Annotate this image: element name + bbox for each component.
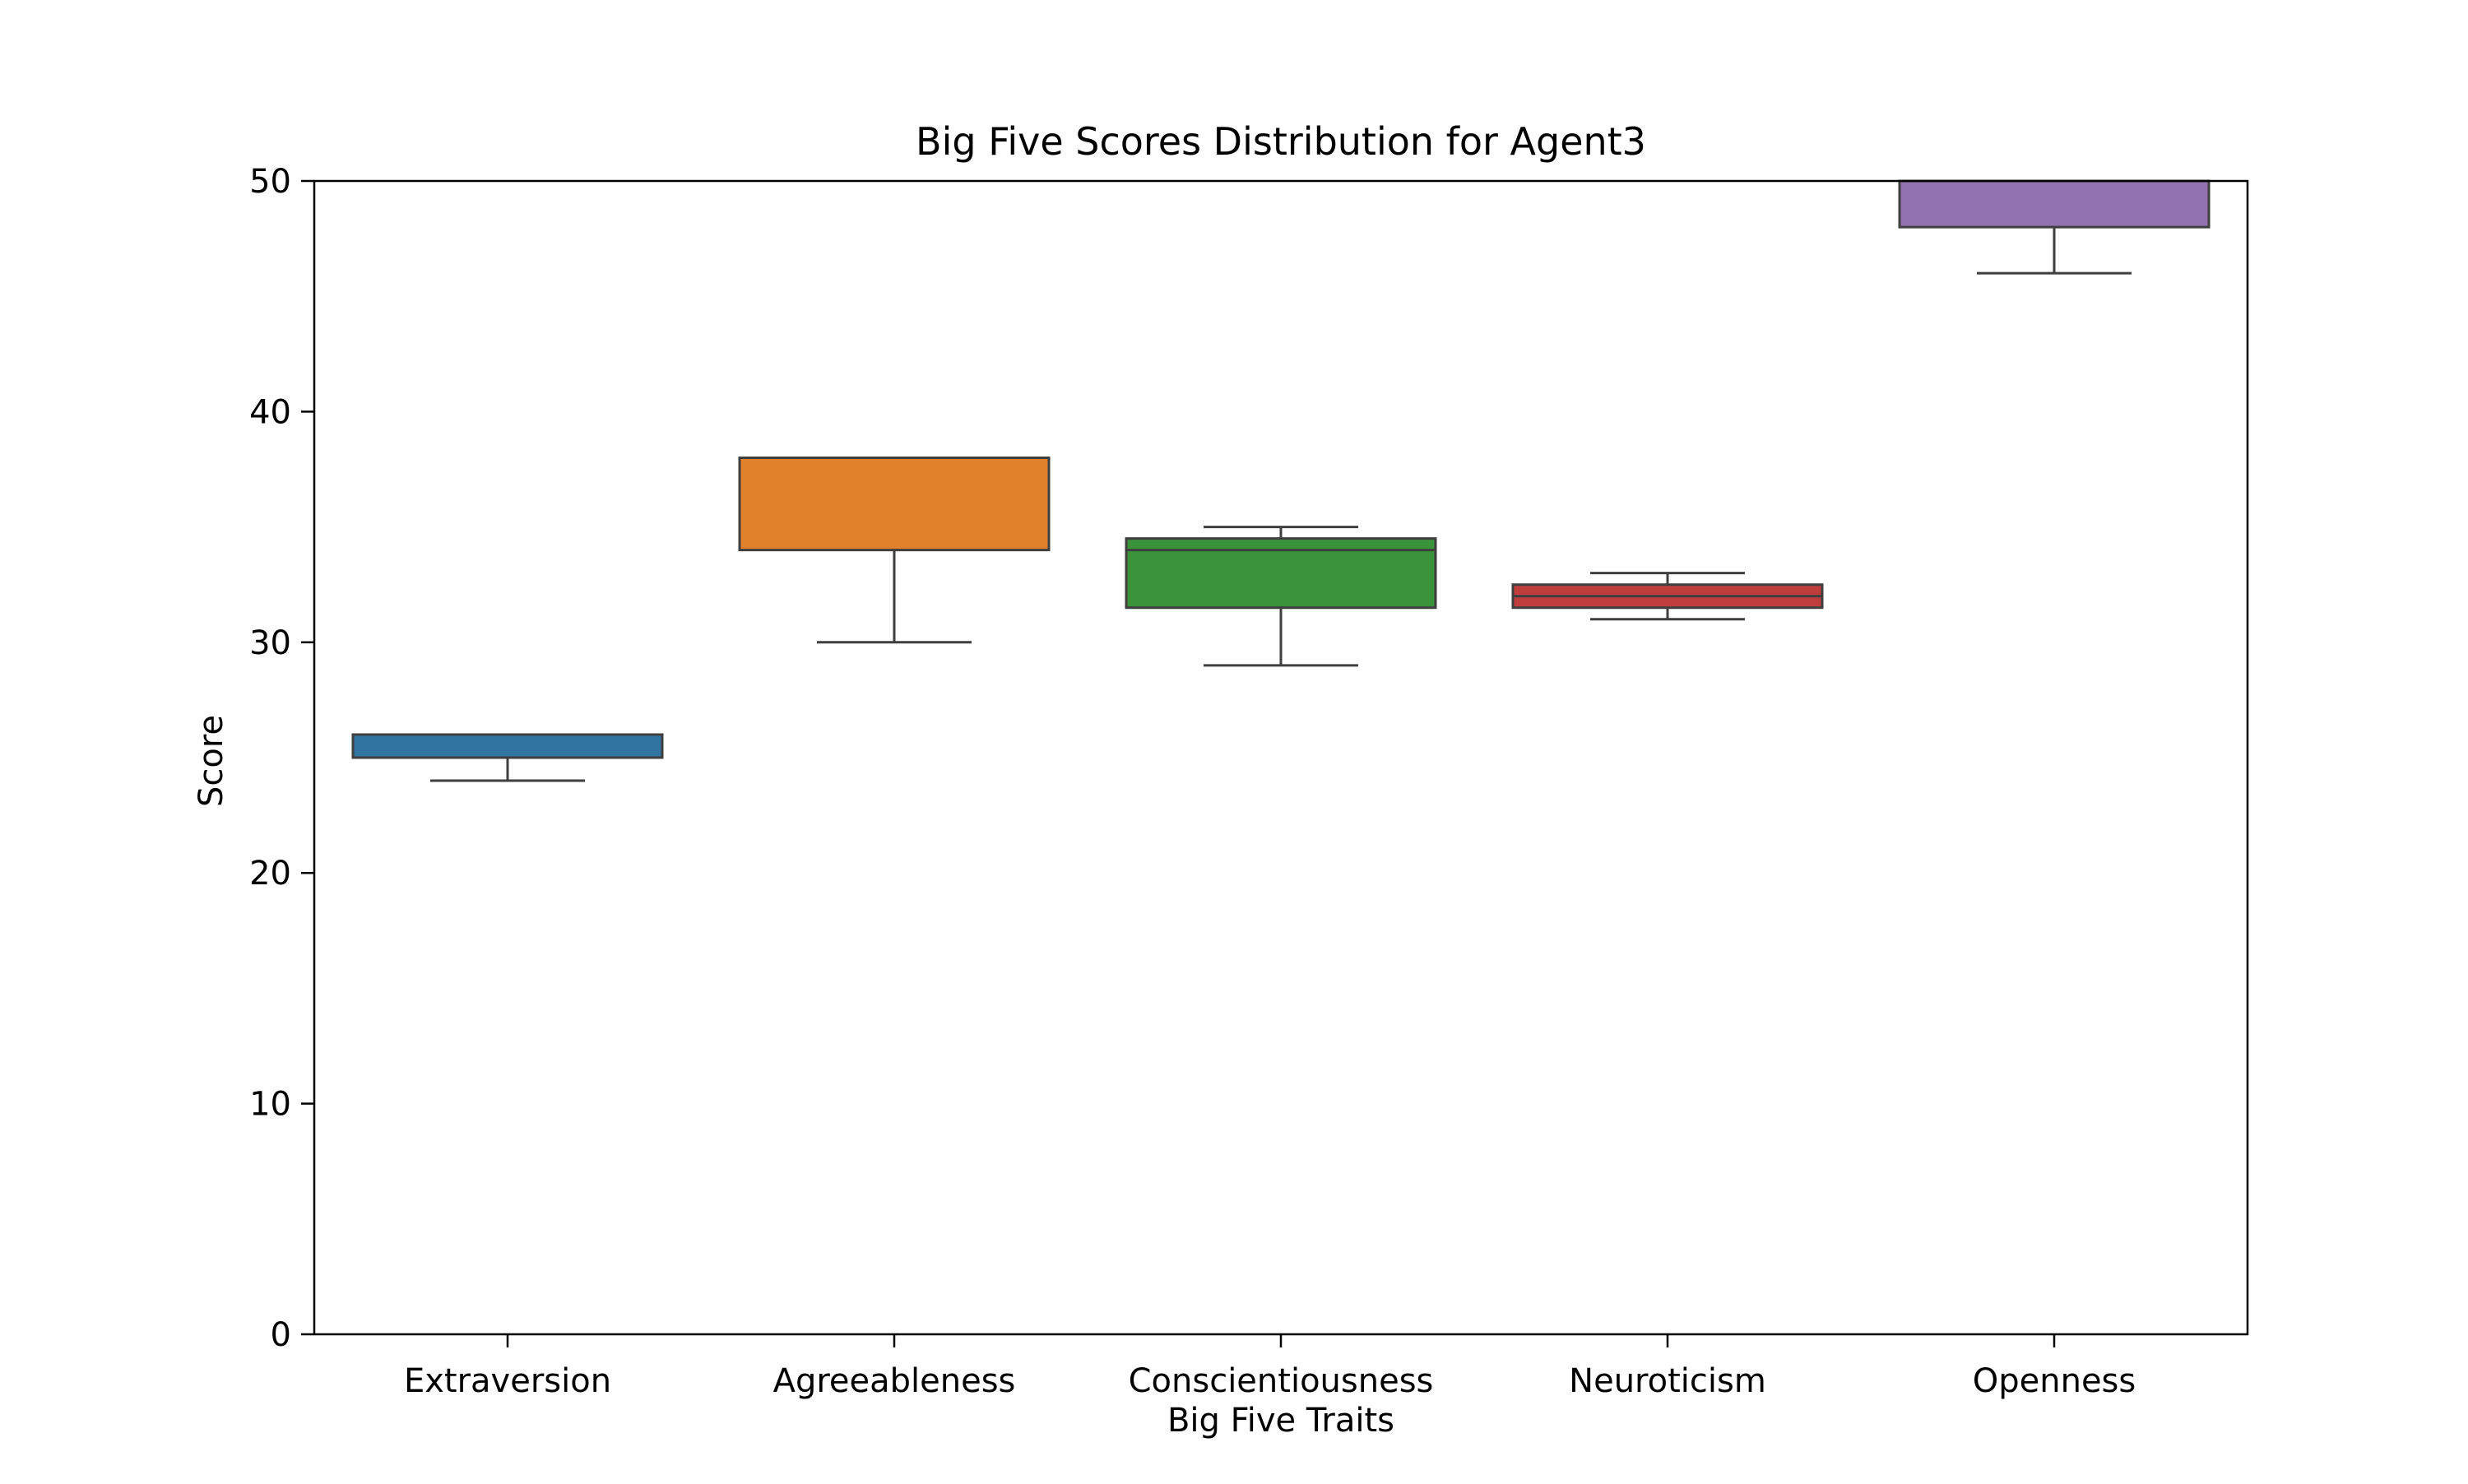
- y-tick-label: 10: [249, 1086, 291, 1124]
- box-extraversion: [351, 733, 664, 759]
- box-agreeableness: [738, 456, 1051, 552]
- x-tick-label: Agreeableness: [773, 1362, 1016, 1400]
- y-tick-label: 30: [249, 624, 291, 662]
- y-tick-label: 0: [271, 1316, 291, 1354]
- box-openness: [1898, 179, 2211, 229]
- chart-title: Big Five Scores Distribution for Agent3: [916, 119, 1646, 164]
- x-tick-label: Openness: [1973, 1362, 2136, 1400]
- y-axis-label: Score: [193, 715, 230, 807]
- x-axis-label: Big Five Traits: [1167, 1402, 1394, 1440]
- x-tick-label: Conscientiousness: [1129, 1362, 1434, 1400]
- y-tick-label: 40: [249, 393, 291, 431]
- x-tick-label: Neuroticism: [1569, 1362, 1766, 1400]
- y-tick-label: 20: [249, 855, 291, 893]
- x-tick-label: Extraversion: [404, 1362, 611, 1400]
- y-tick-label: 50: [249, 163, 291, 201]
- plot-area: 0 10 20 30 40 50 Extraversion Agreeableness Cons…: [249, 163, 2249, 1400]
